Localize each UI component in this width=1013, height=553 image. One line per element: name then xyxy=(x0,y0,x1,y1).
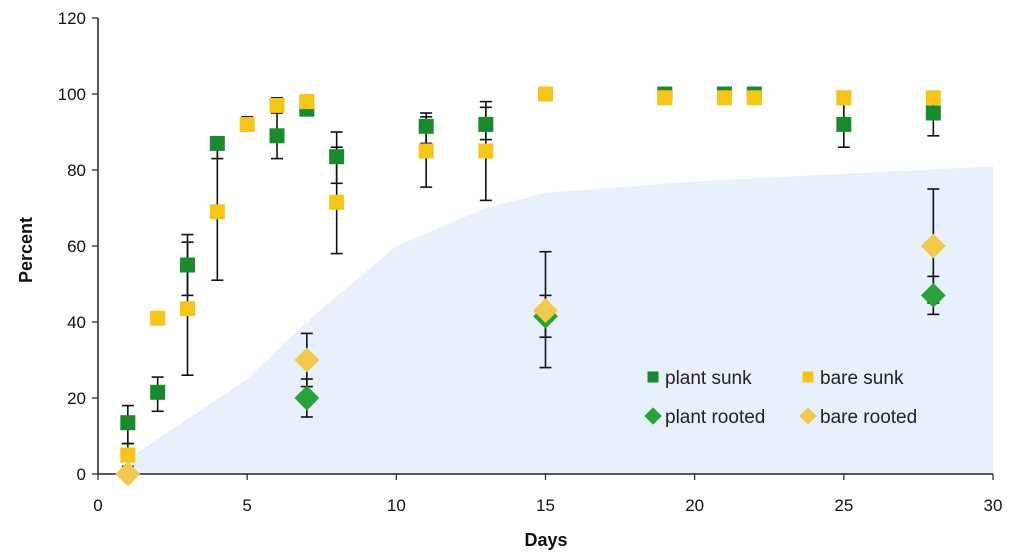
bare-sunk-point xyxy=(418,143,434,159)
data-markers xyxy=(115,86,946,487)
y-axis-title: Percent xyxy=(16,217,36,283)
legend-label-plant-sunk: plant sunk xyxy=(665,368,752,389)
legend-item-plant-rooted: plant rooted xyxy=(644,407,765,428)
bare-sunk-point xyxy=(120,447,136,463)
bare-sunk-point xyxy=(538,86,553,102)
bare-sunk-point xyxy=(836,90,852,106)
plant-sunk-point xyxy=(478,116,494,132)
bare-sunk-point xyxy=(925,90,941,106)
plant-rooted-point xyxy=(294,385,320,411)
y-tick-label: 60 xyxy=(67,237,86,256)
plant-sunk-point xyxy=(418,118,434,134)
plant-sunk-point xyxy=(209,135,225,151)
legend-item-bare-sunk: bare sunk xyxy=(802,368,904,389)
bare-sunk-point xyxy=(209,204,225,220)
plant-sunk-point xyxy=(120,415,136,431)
legend-marker-plant-sunk xyxy=(647,371,659,383)
bare-sunk-point xyxy=(150,310,166,326)
plant-sunk-point xyxy=(269,128,285,144)
y-tick-label: 80 xyxy=(67,161,86,180)
bare-rooted-point xyxy=(533,298,558,323)
bare-sunk-point xyxy=(329,194,345,210)
legend-marker-bare-sunk xyxy=(802,371,814,383)
bare-sunk-point xyxy=(746,90,762,106)
plant-rooted-point xyxy=(920,283,946,308)
x-tick-label: 15 xyxy=(536,496,555,515)
plant-sunk-point xyxy=(329,149,345,165)
legend-item-bare-rooted: bare rooted xyxy=(799,407,917,428)
x-tick-label: 0 xyxy=(93,496,102,515)
legend: plant sunk bare sunk plant rooted bare root… xyxy=(644,368,917,428)
legend-label-plant-rooted: plant rooted xyxy=(665,407,765,428)
bare-rooted-point xyxy=(115,461,141,487)
legend-item-plant-sunk: plant sunk xyxy=(647,368,752,389)
bare-sunk-point xyxy=(269,97,285,113)
bare-sunk-point xyxy=(180,301,195,317)
x-tick-label: 5 xyxy=(242,496,251,515)
bare-sunk-point xyxy=(299,94,315,110)
y-tick-label: 0 xyxy=(77,465,86,484)
plant-sunk-point xyxy=(180,257,195,273)
y-tick-label: 20 xyxy=(67,389,86,408)
x-axis-title: Days xyxy=(524,530,567,550)
y-tick-label: 40 xyxy=(67,313,86,332)
legend-label-bare-sunk: bare sunk xyxy=(820,368,904,389)
x-tick-label: 20 xyxy=(685,496,704,515)
y-tick-label: 100 xyxy=(58,85,86,104)
bare-sunk-point xyxy=(239,116,255,132)
bare-rooted-point xyxy=(920,233,946,259)
y-tick-label: 120 xyxy=(58,9,86,28)
plant-sunk-point xyxy=(925,105,941,121)
x-tick-label: 25 xyxy=(834,496,853,515)
legend-marker-bare-rooted xyxy=(799,407,817,425)
x-tick-label: 10 xyxy=(387,496,406,515)
plant-sunk-point xyxy=(150,384,166,400)
bare-sunk-point xyxy=(478,143,494,159)
bare-rooted-point xyxy=(294,347,320,373)
x-tick-label: 30 xyxy=(984,496,1003,515)
legend-label-bare-rooted: bare rooted xyxy=(820,407,917,428)
background-band-area xyxy=(127,166,994,474)
bare-sunk-point xyxy=(657,90,673,106)
plant-sunk-point xyxy=(836,116,852,132)
bare-sunk-point xyxy=(717,90,732,106)
legend-marker-plant-rooted xyxy=(644,407,662,425)
axes: 0 20 40 60 80 100 120 0 5 10 15 20 25 30 xyxy=(58,9,1003,515)
background-band xyxy=(127,166,994,474)
